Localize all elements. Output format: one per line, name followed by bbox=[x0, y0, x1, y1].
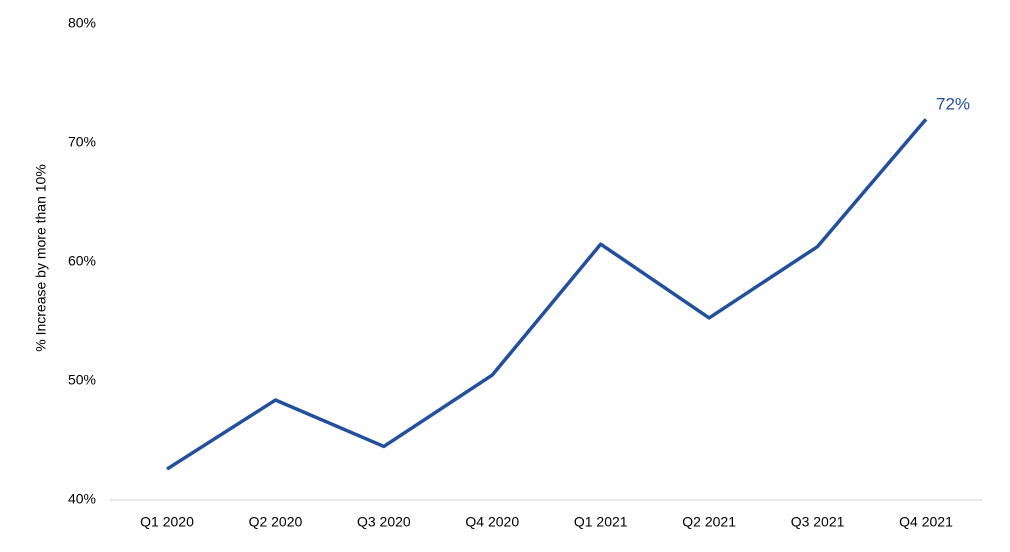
x-tick-label: Q1 2021 bbox=[574, 514, 628, 530]
x-tick-label: Q4 2020 bbox=[465, 514, 519, 530]
y-tick-label: 80% bbox=[68, 15, 96, 31]
x-tick-label: Q2 2021 bbox=[682, 514, 736, 530]
y-tick-label: 60% bbox=[68, 253, 96, 269]
data-line bbox=[166, 118, 928, 471]
data-label: 72% bbox=[936, 95, 970, 114]
x-tick-label: Q3 2020 bbox=[357, 514, 411, 530]
x-tick-label: Q3 2021 bbox=[791, 514, 845, 530]
y-axis-title: % Increase by more than 10% bbox=[33, 164, 49, 352]
x-tick-label: Q4 2021 bbox=[899, 514, 953, 530]
x-tick-label: Q1 2020 bbox=[140, 514, 194, 530]
y-tick-label: 70% bbox=[68, 134, 96, 150]
y-tick-label: 40% bbox=[68, 491, 96, 507]
y-tick-label: 50% bbox=[68, 372, 96, 388]
x-tick-label: Q2 2020 bbox=[249, 514, 303, 530]
